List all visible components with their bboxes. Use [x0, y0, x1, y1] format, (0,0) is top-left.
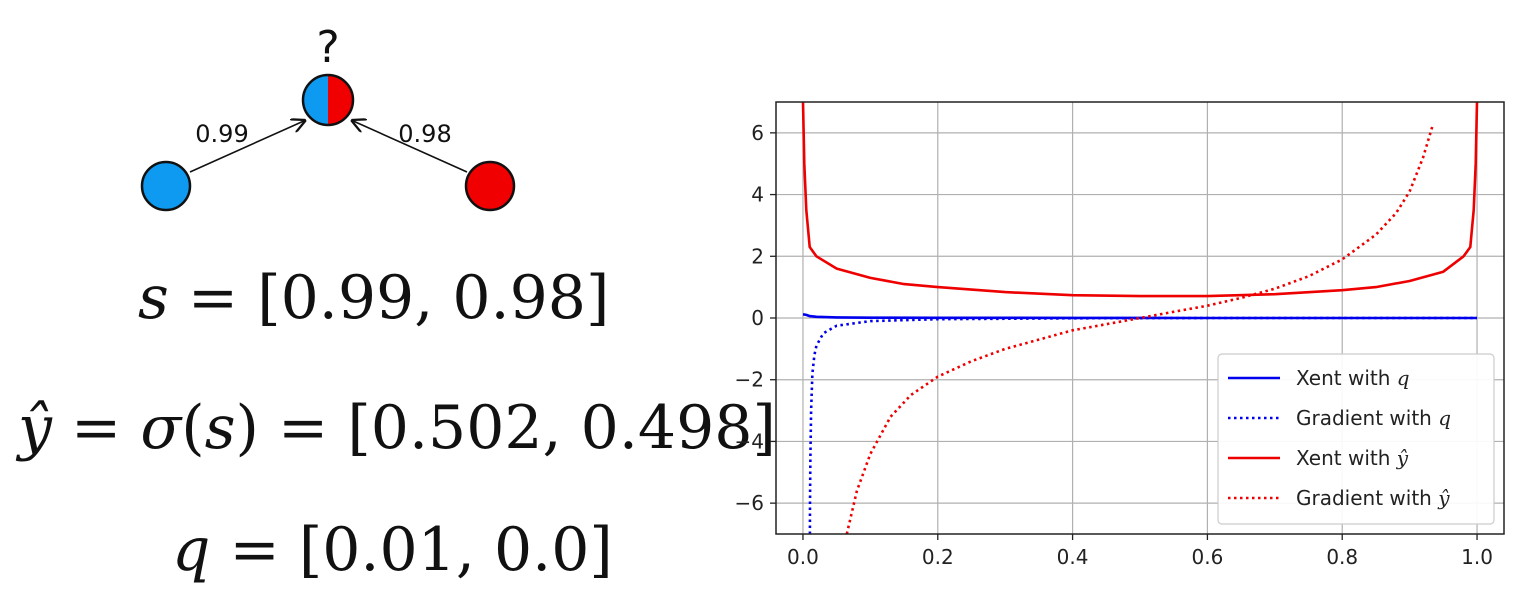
- line-chart: 0.0 0.2 0.4 0.6 0.8 1.0 −6 −4 −2 0 2 4 6 Xent with q G…: [735, 101, 1505, 569]
- eq-q-rhs: [0.01, 0.0]: [298, 515, 613, 585]
- edge-left-arrow: [189, 120, 306, 173]
- legend-label-0: Xent with q: [1296, 366, 1410, 390]
- series-line-0: [802, 313, 1477, 320]
- top-node: [301, 73, 355, 127]
- y-tick-label-3: 0: [751, 306, 764, 330]
- equation-yhat: ŷ = σ(s) = [0.502, 0.498]: [18, 398, 776, 458]
- node-diagram: ? 0.99 0.98: [140, 22, 516, 212]
- eq-q-equals: =: [210, 515, 299, 585]
- eq-q-lhs: q: [172, 515, 211, 585]
- top-node-red-half: [328, 75, 353, 125]
- y-tick-label-5: 4: [751, 183, 764, 207]
- edge-left-weight: 0.99: [195, 120, 248, 148]
- y-tick-label-4: 2: [751, 244, 764, 268]
- equation-q: q = [0.01, 0.0]: [172, 520, 613, 580]
- x-tick-label-1: 0.2: [922, 545, 954, 569]
- eq-yhat-lhs: ŷ: [18, 393, 52, 463]
- eq-yhat-equals-2: =: [258, 393, 348, 463]
- x-tick-label-0: 0.0: [787, 545, 819, 569]
- x-tick-label-4: 0.8: [1326, 545, 1358, 569]
- eq-yhat-rhs: [0.502, 0.498]: [347, 393, 776, 463]
- equation-s: s = [0.99, 0.98]: [138, 268, 609, 328]
- legend: Xent with q Gradient with q Xent with ŷ Gra…: [1217, 353, 1495, 525]
- legend-label-2: Xent with ŷ: [1296, 446, 1409, 470]
- y-tick-label-1: −4: [735, 429, 764, 453]
- series-line-3: [845, 123, 1435, 534]
- top-node-blue-half: [303, 75, 328, 125]
- eq-s-equals: =: [168, 263, 258, 333]
- question-mark: ?: [316, 22, 339, 73]
- eq-s-rhs: [0.99, 0.98]: [257, 263, 610, 333]
- eq-s-lhs: s: [138, 263, 169, 333]
- edge-right-arrow: [351, 120, 468, 173]
- eq-yhat-close-paren: ): [235, 393, 259, 463]
- legend-label-1: Gradient with q: [1296, 406, 1451, 430]
- y-tick-label-2: −2: [735, 368, 764, 392]
- eq-yhat-arg: s: [204, 393, 236, 463]
- eq-yhat-equals-1: =: [51, 393, 141, 463]
- legend-box: [1217, 353, 1495, 525]
- y-tick-label-6: 6: [751, 121, 764, 145]
- eq-yhat-sigma: σ: [140, 393, 182, 463]
- eq-yhat-open-paren: (: [181, 393, 205, 463]
- x-tick-label-5: 1.0: [1461, 545, 1493, 569]
- x-tick-label-3: 0.6: [1192, 545, 1224, 569]
- red-node: [464, 160, 516, 212]
- series-line-2: [801, 102, 1479, 298]
- blue-node: [140, 160, 192, 212]
- legend-label-3: Gradient with ŷ: [1296, 486, 1450, 510]
- edge-right-weight: 0.98: [398, 120, 451, 148]
- y-tick-label-0: −6: [735, 491, 764, 515]
- x-tick-label-2: 0.4: [1057, 545, 1089, 569]
- plot-series: [801, 102, 1479, 534]
